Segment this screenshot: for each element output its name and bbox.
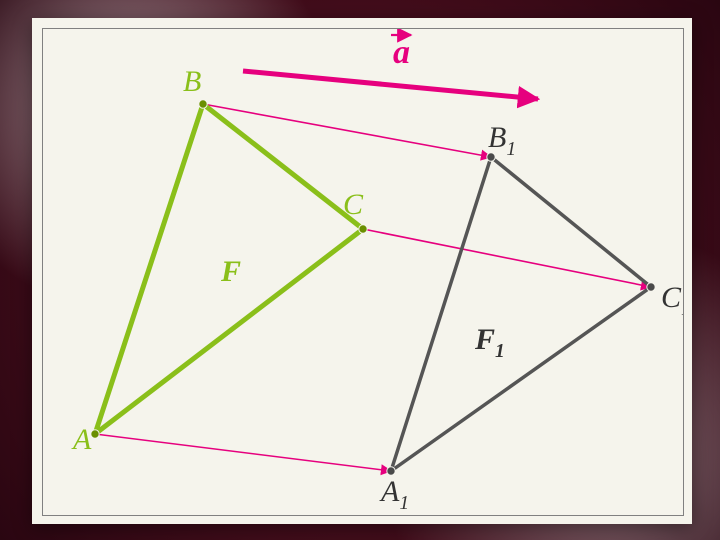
label-a: A [71, 423, 92, 456]
map-arrow-c [363, 229, 651, 287]
point-a1 [387, 467, 395, 475]
point-b1 [487, 153, 495, 161]
label-c1: C1 [661, 281, 683, 320]
point-c1 [647, 283, 655, 291]
map-arrow-b [203, 104, 491, 157]
slide-background: aABCA1B1C1FF1 [0, 0, 720, 540]
point-c [359, 225, 367, 233]
diagram-panel: aABCA1B1C1FF1 [32, 18, 692, 524]
label-triangle-f: F [220, 255, 241, 288]
label-triangle-f1: F1 [474, 323, 505, 362]
point-b [199, 100, 207, 108]
diagram-panel-inner: aABCA1B1C1FF1 [42, 28, 684, 516]
label-c: C [343, 188, 364, 221]
label-a1: A1 [379, 475, 409, 514]
triangle-f1 [391, 157, 651, 471]
vector-a-label: a [393, 34, 410, 71]
translation-vector [243, 71, 538, 99]
diagram-svg: aABCA1B1C1FF1 [43, 29, 683, 515]
point-a [91, 430, 99, 438]
label-b: B [183, 65, 201, 98]
map-arrow-a [95, 434, 391, 471]
